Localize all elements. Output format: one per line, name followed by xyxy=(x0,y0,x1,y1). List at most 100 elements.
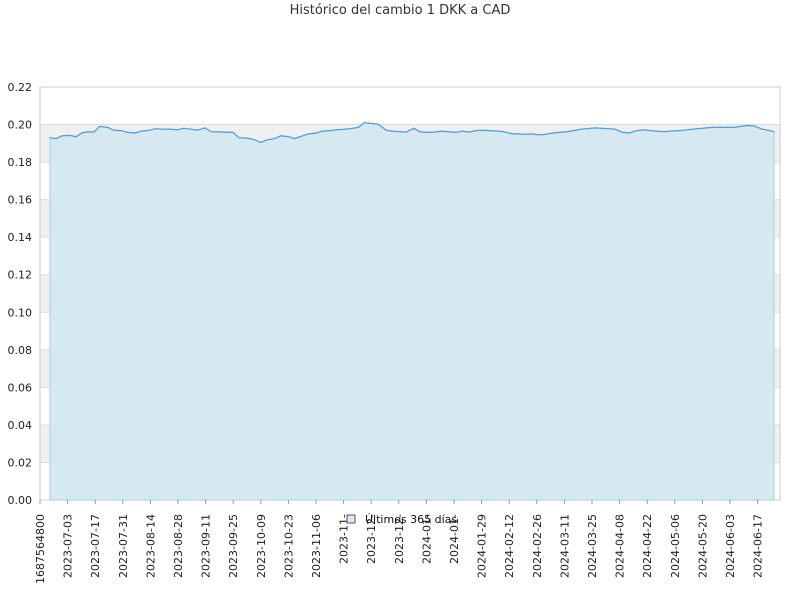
data-point xyxy=(294,138,296,140)
x-tick-label: 2023-10-09 xyxy=(255,514,268,578)
data-point xyxy=(580,128,582,130)
data-point xyxy=(566,131,568,133)
data-point xyxy=(767,129,769,131)
data-point xyxy=(405,131,407,133)
data-point xyxy=(252,138,254,140)
data-point xyxy=(441,130,443,132)
legend[interactable]: Últimos 365 días xyxy=(346,513,457,526)
data-point xyxy=(363,122,365,124)
data-point xyxy=(719,126,721,128)
data-point xyxy=(280,135,282,137)
y-tick-label: 0.04 xyxy=(8,419,33,432)
data-point xyxy=(413,127,415,129)
series-line xyxy=(49,122,775,144)
data-point xyxy=(739,125,741,128)
data-point xyxy=(140,130,143,132)
data-point xyxy=(483,129,485,131)
y-tick-label: 0.16 xyxy=(8,194,33,207)
data-point xyxy=(558,131,560,134)
x-tick-label: 2024-04-22 xyxy=(641,514,654,578)
data-point xyxy=(677,129,680,132)
data-point xyxy=(87,131,89,133)
x-tick-label: 1687564800 xyxy=(34,514,47,584)
data-point xyxy=(622,131,624,134)
x-tick-label: 2024-02-26 xyxy=(531,514,544,578)
data-point xyxy=(683,129,686,131)
x-tick-label: 2024-05-06 xyxy=(669,514,682,578)
data-point xyxy=(747,124,749,127)
data-point xyxy=(321,130,324,132)
data-point xyxy=(711,126,713,128)
data-point xyxy=(510,132,513,135)
legend-label[interactable]: Últimos 365 días xyxy=(365,513,457,526)
x-tick-label: 2024-01- xyxy=(420,514,433,564)
x-tick-label: 2024-02-12 xyxy=(503,514,516,578)
data-point xyxy=(733,126,735,128)
data-point xyxy=(455,131,457,134)
series-points xyxy=(49,122,775,143)
data-point xyxy=(628,132,630,134)
data-point xyxy=(126,131,129,134)
data-point xyxy=(725,126,727,128)
data-point xyxy=(134,132,137,134)
data-point xyxy=(218,131,220,133)
data-point xyxy=(266,139,268,141)
x-tick-label: 2023-11-06 xyxy=(310,514,323,578)
data-point xyxy=(552,132,554,134)
data-point xyxy=(650,129,652,132)
data-point xyxy=(357,126,359,128)
data-point xyxy=(461,130,463,132)
data-point xyxy=(664,131,666,133)
data-point xyxy=(753,125,755,127)
data-point xyxy=(530,133,532,135)
data-point xyxy=(488,129,491,132)
data-point xyxy=(61,135,63,137)
data-point xyxy=(210,131,212,133)
data-point xyxy=(572,129,574,132)
chart-title: Histórico del cambio 1 DKK a CAD xyxy=(289,3,511,18)
data-point xyxy=(544,133,546,135)
x-tick-label: 2024-03-25 xyxy=(586,514,599,578)
data-point xyxy=(176,129,178,131)
y-tick-label: 0.14 xyxy=(8,231,33,244)
data-point xyxy=(469,131,471,133)
data-point xyxy=(246,137,248,139)
x-tick-label: 2024-06-17 xyxy=(752,514,765,578)
data-point xyxy=(419,131,421,133)
data-point xyxy=(349,128,351,130)
data-point xyxy=(705,127,707,129)
x-tick-label: 2023-09-25 xyxy=(227,514,240,578)
y-tick-label: 0.10 xyxy=(8,306,33,319)
series-area xyxy=(49,122,775,501)
y-axis: 0.00 0.02 0.04 0.06 0.08 0.10 0.12 0.14 0.16 0.18… xyxy=(8,81,33,507)
y-tick-label: 0.06 xyxy=(8,381,33,394)
data-point xyxy=(302,135,304,137)
data-point xyxy=(238,137,240,139)
data-point xyxy=(232,131,234,134)
data-point xyxy=(697,128,700,130)
data-point xyxy=(69,134,71,137)
data-point xyxy=(288,136,290,138)
data-point xyxy=(600,127,602,129)
data-point xyxy=(516,133,519,135)
data-point xyxy=(371,123,373,125)
data-point xyxy=(524,133,526,135)
y-tick-label: 0.12 xyxy=(8,269,33,282)
x-tick-label: 2023-11- xyxy=(338,514,351,564)
data-point xyxy=(55,138,57,140)
data-point xyxy=(594,127,596,129)
data-point xyxy=(502,131,505,133)
x-tick-label: 2024-03-11 xyxy=(558,514,571,578)
data-point xyxy=(107,126,109,128)
data-point xyxy=(224,131,226,133)
y-tick-label: 0.00 xyxy=(8,494,33,507)
data-point xyxy=(669,130,672,132)
data-point xyxy=(385,129,387,131)
data-point xyxy=(433,131,435,133)
data-point xyxy=(148,129,151,131)
data-point xyxy=(538,134,540,136)
legend-swatch[interactable] xyxy=(346,514,356,524)
x-tick-label: 2024-06-03 xyxy=(724,514,737,578)
x-tick-label: 2023-08-28 xyxy=(172,514,185,578)
